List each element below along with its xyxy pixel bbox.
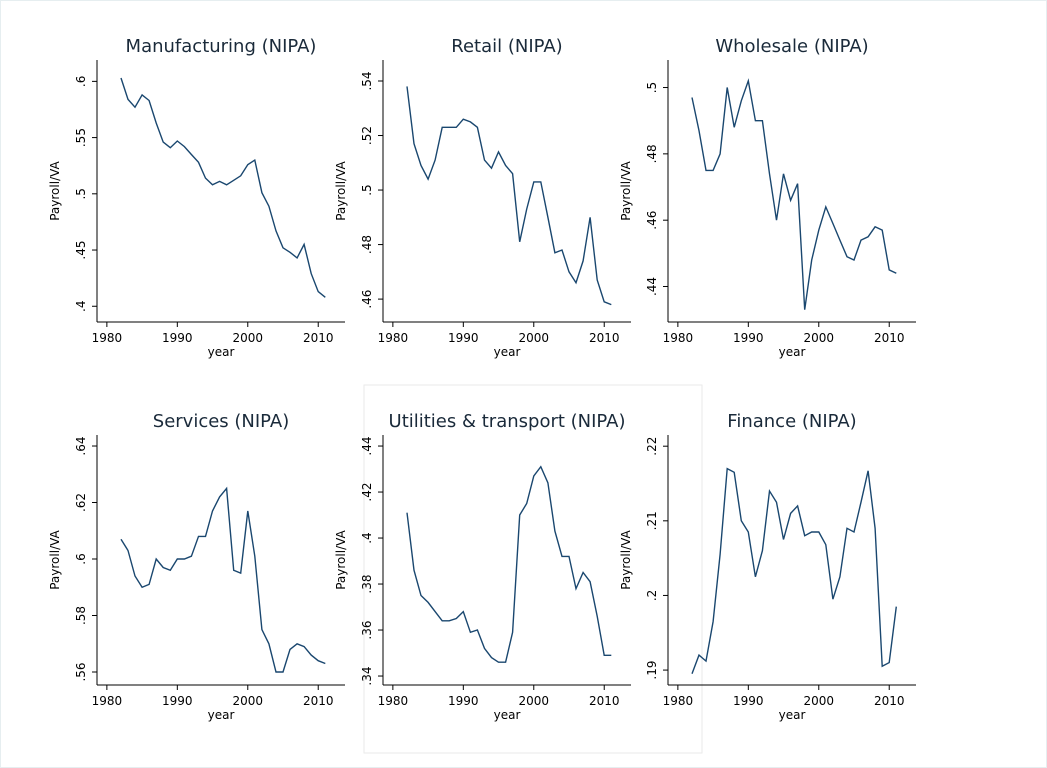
- y-tick-label: .34: [360, 666, 374, 685]
- x-tick-label: 2010: [874, 694, 905, 708]
- panel-title: Services (NIPA): [153, 411, 289, 432]
- panel-title: Finance (NIPA): [727, 411, 856, 432]
- x-axis-label: year: [208, 708, 235, 722]
- y-tick-label: .4: [74, 301, 88, 312]
- x-tick-label: 2000: [518, 331, 549, 345]
- data-line: [406, 465, 612, 663]
- y-tick-label: .58: [74, 606, 88, 625]
- x-tick-label: 1980: [663, 694, 694, 708]
- y-axis-label: Payroll/VA: [334, 529, 348, 589]
- panel-highlight: [363, 384, 703, 754]
- y-tick-label: .36: [360, 620, 374, 639]
- panel-title: Retail (NIPA): [451, 36, 562, 57]
- x-axis-label: year: [779, 708, 806, 722]
- x-tick-label: 2000: [232, 694, 263, 708]
- x-tick-label: 1990: [733, 694, 764, 708]
- y-tick-label: .5: [74, 188, 88, 199]
- y-tick-label: .62: [74, 493, 88, 512]
- y-tick-label: .22: [645, 437, 659, 456]
- y-tick-label: .6: [74, 76, 88, 87]
- y-tick-label: .46: [645, 211, 659, 230]
- x-tick-label: 1980: [92, 331, 123, 345]
- y-tick-label: .64: [74, 436, 88, 455]
- y-axis-label: Payroll/VA: [619, 529, 633, 589]
- x-tick-label: 2010: [303, 331, 334, 345]
- y-axis-label: Payroll/VA: [48, 529, 62, 589]
- y-tick-label: .5: [360, 184, 374, 195]
- y-tick-label: .2: [645, 590, 659, 601]
- x-tick-label: 1990: [448, 694, 479, 708]
- y-tick-label: .54: [360, 71, 374, 90]
- x-tick-label: 2010: [874, 331, 905, 345]
- y-tick-label: .45: [74, 240, 88, 259]
- y-tick-label: .48: [645, 144, 659, 163]
- y-tick-label: .44: [645, 277, 659, 296]
- x-axis-label: year: [494, 345, 521, 359]
- y-axis-label: Payroll/VA: [619, 160, 633, 220]
- x-tick-label: 2000: [803, 694, 834, 708]
- data-line: [120, 77, 326, 298]
- x-tick-label: 1990: [162, 331, 193, 345]
- x-tick-label: 1980: [378, 331, 409, 345]
- y-tick-label: .46: [360, 290, 374, 309]
- data-line: [120, 486, 326, 673]
- panel-title: Utilities & transport (NIPA): [389, 411, 626, 432]
- panel-title: Manufacturing (NIPA): [126, 36, 317, 57]
- y-tick-label: .55: [74, 128, 88, 147]
- x-tick-label: 2000: [803, 331, 834, 345]
- y-tick-label: .6: [74, 553, 88, 564]
- x-tick-label: 2000: [232, 331, 263, 345]
- y-tick-label: .42: [360, 482, 374, 501]
- y-tick-label: .5: [645, 82, 659, 93]
- y-tick-label: .21: [645, 511, 659, 530]
- x-axis-label: year: [779, 345, 806, 359]
- y-tick-label: .19: [645, 661, 659, 680]
- data-line: [406, 86, 612, 306]
- data-line: [691, 467, 897, 675]
- y-tick-label: .56: [74, 662, 88, 681]
- panel-title: Wholesale (NIPA): [715, 36, 868, 57]
- x-tick-label: 2010: [303, 694, 334, 708]
- x-axis-label: year: [494, 708, 521, 722]
- data-line: [691, 78, 897, 310]
- x-axis-label: year: [208, 345, 235, 359]
- y-tick-label: .52: [360, 126, 374, 145]
- x-tick-label: 2010: [589, 331, 620, 345]
- x-tick-label: 2000: [518, 694, 549, 708]
- x-tick-label: 1990: [733, 331, 764, 345]
- x-tick-label: 1990: [162, 694, 193, 708]
- x-tick-label: 1980: [663, 331, 694, 345]
- y-tick-label: .38: [360, 574, 374, 593]
- x-tick-label: 1990: [448, 331, 479, 345]
- y-axis-label: Payroll/VA: [48, 160, 62, 220]
- x-tick-label: 1980: [92, 694, 123, 708]
- y-axis-label: Payroll/VA: [334, 160, 348, 220]
- y-tick-label: .44: [360, 436, 374, 455]
- x-tick-label: 1980: [378, 694, 409, 708]
- y-tick-label: .4: [360, 532, 374, 543]
- x-tick-label: 2010: [589, 694, 620, 708]
- y-tick-label: .48: [360, 235, 374, 254]
